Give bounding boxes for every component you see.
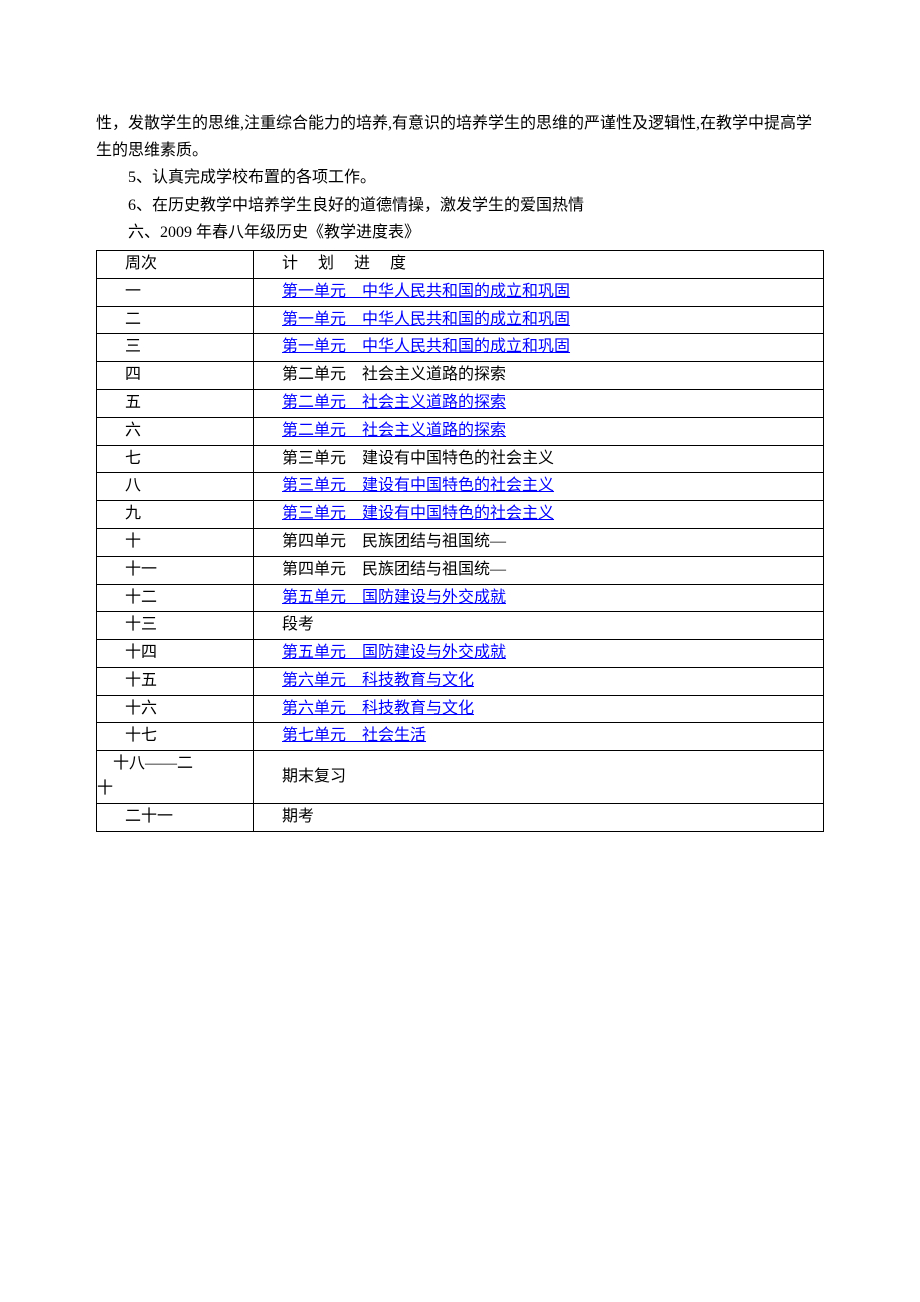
cell-plan: 第七单元 社会生活 (254, 723, 824, 751)
cell-plan: 第四单元 民族团结与祖国统— (254, 556, 824, 584)
plan-link[interactable]: 第二单元 社会主义道路的探索 (282, 394, 506, 411)
table-row: 二十一 期考 (97, 803, 824, 831)
plan-text: 第四单元 民族团结与祖国统— (282, 533, 506, 550)
table-row: 十一 第四单元 民族团结与祖国统— (97, 556, 824, 584)
header-week: 周次 (97, 250, 254, 278)
plan-link[interactable]: 第一单元 中华人民共和国的成立和巩固 (282, 283, 570, 300)
table-row: 十八——二十 期末复习 (97, 751, 824, 804)
plan-text: 第四单元 民族团结与祖国统— (282, 561, 506, 578)
plan-text: 期考 (282, 808, 314, 825)
cell-plan: 第二单元 社会主义道路的探索 (254, 389, 824, 417)
cell-week: 四 (97, 362, 254, 390)
cell-week: 一 (97, 278, 254, 306)
plan-link[interactable]: 第七单元 社会生活 (282, 727, 426, 744)
cell-plan: 第四单元 民族团结与祖国统— (254, 528, 824, 556)
cell-week: 二 (97, 306, 254, 334)
schedule-table: 周次 计 划 进 度 一第一单元 中华人民共和国的成立和巩固 二第一单元 中华人… (96, 250, 824, 832)
plan-link[interactable]: 第六单元 科技教育与文化 (282, 700, 474, 717)
paragraph-item-6: 6、在历史教学中培养学生良好的道德情操，激发学生的爱国热情 (96, 192, 824, 219)
table-row: 七 第三单元 建设有中国特色的社会主义 (97, 445, 824, 473)
cell-week: 十三 (97, 612, 254, 640)
plan-link[interactable]: 第一单元 中华人民共和国的成立和巩固 (282, 338, 570, 355)
table-row: 四 第二单元 社会主义道路的探索 (97, 362, 824, 390)
cell-plan: 第五单元 国防建设与外交成就 (254, 584, 824, 612)
cell-week: 十七 (97, 723, 254, 751)
cell-plan: 第一单元 中华人民共和国的成立和巩固 (254, 334, 824, 362)
cell-week: 二十一 (97, 803, 254, 831)
cell-plan: 第六单元 科技教育与文化 (254, 695, 824, 723)
cell-plan: 期末复习 (254, 751, 824, 804)
document-page: 性，发散学生的思维,注重综合能力的培养,有意识的培养学生的思维的严谨性及逻辑性,… (0, 0, 920, 892)
plan-text: 期末复习 (282, 768, 346, 785)
paragraph-item-5: 5、认真完成学校布置的各项工作。 (96, 164, 824, 191)
header-plan: 计 划 进 度 (254, 250, 824, 278)
cell-week: 五 (97, 389, 254, 417)
cell-week: 十 (97, 528, 254, 556)
cell-week: 十二 (97, 584, 254, 612)
cell-plan: 期考 (254, 803, 824, 831)
cell-week: 七 (97, 445, 254, 473)
plan-text: 第二单元 社会主义道路的探索 (282, 366, 506, 383)
cell-week: 三 (97, 334, 254, 362)
cell-plan: 第二单元 社会主义道路的探索 (254, 362, 824, 390)
plan-text: 段考 (282, 616, 314, 633)
table-row: 九 第三单元 建设有中国特色的社会主义 (97, 501, 824, 529)
table-row: 五 第二单元 社会主义道路的探索 (97, 389, 824, 417)
table-row: 六 第二单元 社会主义道路的探索 (97, 417, 824, 445)
table-row: 十五 第六单元 科技教育与文化 (97, 667, 824, 695)
cell-plan: 段考 (254, 612, 824, 640)
cell-week: 八 (97, 473, 254, 501)
header-plan-text: 计 划 进 度 (282, 255, 414, 272)
table-row: 十 第四单元 民族团结与祖国统— (97, 528, 824, 556)
table-row: 二 第一单元 中华人民共和国的成立和巩固 (97, 306, 824, 334)
cell-plan: 第二单元 社会主义道路的探索 (254, 417, 824, 445)
cell-week: 九 (97, 501, 254, 529)
cell-plan: 第五单元 国防建设与外交成就 (254, 640, 824, 668)
table-row: 十六 第六单元 科技教育与文化 (97, 695, 824, 723)
cell-week: 十八——二十 (97, 751, 254, 804)
cell-plan: 第六单元 科技教育与文化 (254, 667, 824, 695)
cell-week: 十四 (97, 640, 254, 668)
table-row: 三 第一单元 中华人民共和国的成立和巩固 (97, 334, 824, 362)
cell-plan: 第三单元 建设有中国特色的社会主义 (254, 501, 824, 529)
cell-week: 六 (97, 417, 254, 445)
paragraph-continuation: 性，发散学生的思维,注重综合能力的培养,有意识的培养学生的思维的严谨性及逻辑性,… (96, 110, 824, 164)
table-row: 十二 第五单元 国防建设与外交成就 (97, 584, 824, 612)
plan-link[interactable]: 第五单元 国防建设与外交成就 (282, 589, 506, 606)
cell-week: 十六 (97, 695, 254, 723)
table-row: 八 第三单元 建设有中国特色的社会主义 (97, 473, 824, 501)
plan-link[interactable]: 第六单元 科技教育与文化 (282, 672, 474, 689)
plan-link[interactable]: 第三单元 建设有中国特色的社会主义 (282, 477, 554, 494)
plan-link[interactable]: 第二单元 社会主义道路的探索 (282, 422, 506, 439)
cell-plan: 第一单元 中华人民共和国的成立和巩固 (254, 306, 824, 334)
table-header-row: 周次 计 划 进 度 (97, 250, 824, 278)
cell-week: 十一 (97, 556, 254, 584)
plan-link[interactable]: 第三单元 建设有中国特色的社会主义 (282, 505, 554, 522)
cell-week: 十五 (97, 667, 254, 695)
plan-text: 第三单元 建设有中国特色的社会主义 (282, 450, 554, 467)
plan-link[interactable]: 第五单元 国防建设与外交成就 (282, 644, 506, 661)
plan-link[interactable]: 第一单元 中华人民共和国的成立和巩固 (282, 311, 570, 328)
cell-plan: 第三单元 建设有中国特色的社会主义 (254, 445, 824, 473)
paragraph-section-6: 六、2009 年春八年级历史《教学进度表》 (96, 219, 824, 246)
cell-plan: 第三单元 建设有中国特色的社会主义 (254, 473, 824, 501)
table-row: 十七 第七单元 社会生活 (97, 723, 824, 751)
table-row: 十三 段考 (97, 612, 824, 640)
table-row: 十四 第五单元 国防建设与外交成就 (97, 640, 824, 668)
cell-plan: 第一单元 中华人民共和国的成立和巩固 (254, 278, 824, 306)
table-row: 一 第一单元 中华人民共和国的成立和巩固 (97, 278, 824, 306)
